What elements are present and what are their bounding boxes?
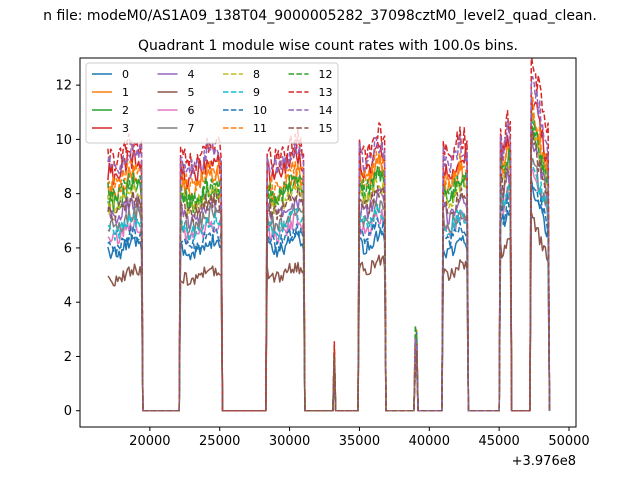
plot-area <box>107 58 551 412</box>
series-line-9 <box>107 161 551 412</box>
axes-frame <box>79 57 577 428</box>
legend-label-4: 4 <box>188 68 195 81</box>
series-line-8 <box>107 124 551 412</box>
series-line-15 <box>107 130 551 412</box>
y-tick-label: 6 <box>64 241 72 256</box>
x-tick-label: 45000 <box>478 434 519 449</box>
legend-label-5: 5 <box>188 86 195 99</box>
series-line-6 <box>107 167 551 412</box>
legend-label-13: 13 <box>319 86 333 99</box>
legend-label-2: 2 <box>122 104 129 117</box>
chart-title: Quadrant 1 module wise count rates with … <box>138 38 518 54</box>
legend-box <box>85 62 339 144</box>
x-tick-label: 30000 <box>269 434 310 449</box>
y-tick-label: 4 <box>64 296 72 311</box>
legend-label-11: 11 <box>253 122 267 135</box>
series-line-12 <box>107 107 551 412</box>
x-tick-label: 40000 <box>409 434 450 449</box>
x-tick-label: 20000 <box>129 434 170 449</box>
legend-label-6: 6 <box>188 104 195 117</box>
x-axis-offset-label: +3.976e8 <box>512 454 576 469</box>
legend-label-7: 7 <box>188 122 195 135</box>
series-line-7 <box>107 157 551 412</box>
y-tick-label: 0 <box>64 404 72 419</box>
y-tick-label: 8 <box>64 187 72 202</box>
x-tick-label: 25000 <box>199 434 240 449</box>
legend-label-0: 0 <box>122 68 129 81</box>
legend-label-12: 12 <box>319 68 333 81</box>
y-tick-label: 10 <box>55 133 72 148</box>
legend-label-8: 8 <box>253 68 260 81</box>
axes: 20000 25000 30000 35000 40000 45000 50000 0 2 4 6 8… <box>55 57 590 469</box>
series-line-4 <box>107 131 551 412</box>
series-line-2 <box>107 122 551 412</box>
legend-label-1: 1 <box>122 86 129 99</box>
x-tick-label: 50000 <box>548 434 589 449</box>
legend-label-15: 15 <box>319 122 333 135</box>
series-line-1 <box>107 112 551 412</box>
y-tick-label: 12 <box>55 79 72 94</box>
series-line-5 <box>107 211 551 412</box>
legend-label-9: 9 <box>253 86 260 99</box>
legend-label-10: 10 <box>253 104 267 117</box>
series-line-10 <box>107 178 551 412</box>
y-tick-label: 2 <box>64 350 72 365</box>
figure-suptitle: n file: modeM0/AS1A09_138T04_9000005282_… <box>43 8 597 24</box>
x-tick-label: 35000 <box>339 434 380 449</box>
legend-label-14: 14 <box>319 104 333 117</box>
legend-label-3: 3 <box>122 122 129 135</box>
series-line-0 <box>107 178 551 412</box>
